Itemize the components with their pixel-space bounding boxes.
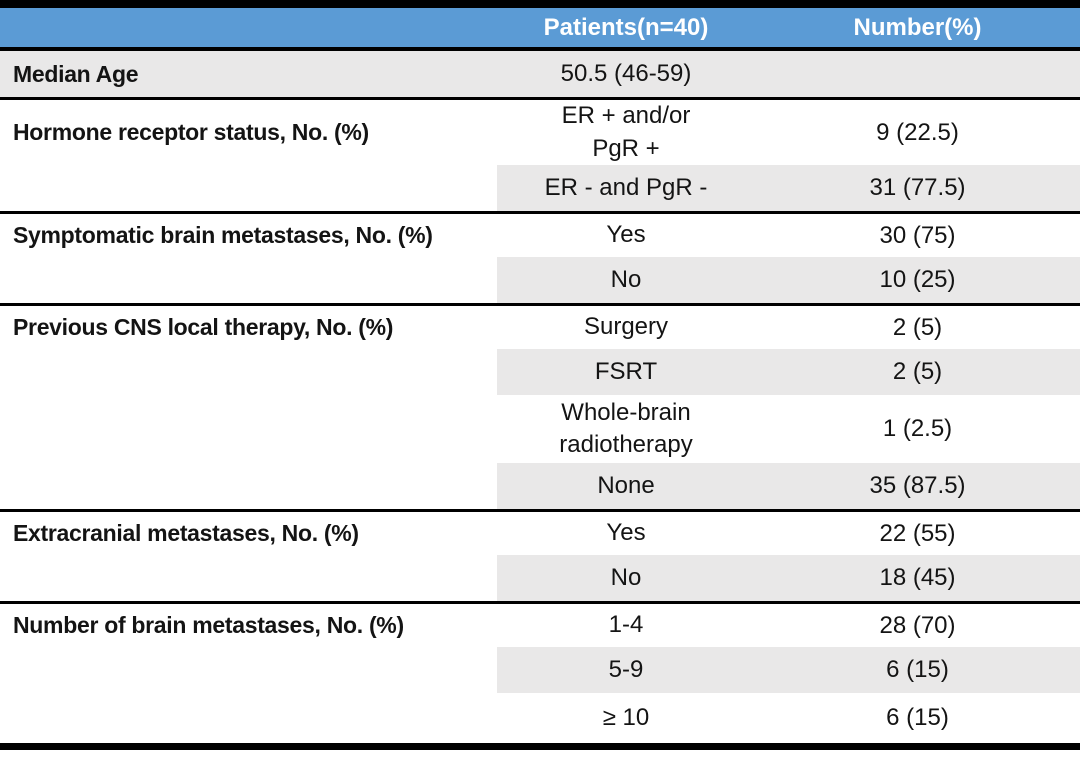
row-cells: No 18 (45): [497, 555, 1080, 601]
row-group-label: Previous CNS local therapy, No. (%): [13, 314, 394, 340]
row-number-percent: 22 (55): [879, 519, 956, 547]
row-cells: Whole-brain radiotherapy 1 (2.5): [497, 395, 1080, 463]
row-group-label: Median Age: [13, 60, 139, 87]
patient-characteristics-table: Patients(n=40) Number(%) Median Age 50.5…: [0, 0, 1080, 750]
row-group-label: Symptomatic brain metastases, No. (%): [13, 222, 433, 248]
row-number-percent: 6 (15): [886, 704, 949, 731]
row-number-percent: 18 (45): [879, 564, 956, 591]
row-number-percent: 28 (70): [879, 611, 956, 639]
table-row: Extracranial metastases, No. (%) Yes 22 …: [0, 509, 1080, 555]
row-category-value: No: [610, 265, 642, 293]
row-category-value: None: [597, 471, 655, 499]
row-group-label: [0, 349, 497, 395]
row-cells: ER + and/or PgR + 9 (22.5): [497, 100, 1080, 165]
row-group-label: Number of brain metastases, No. (%): [13, 612, 404, 638]
table-row: Whole-brain radiotherapy 1 (2.5): [0, 395, 1080, 463]
row-number-percent: 2 (5): [892, 358, 943, 385]
row-cells: No 10 (25): [497, 257, 1080, 303]
row-category-value: ER - and PgR -: [544, 173, 708, 201]
row-number-percent: 30 (75): [879, 221, 956, 249]
table-row: Median Age 50.5 (46-59): [0, 51, 1080, 97]
row-category-value: 1-4: [608, 611, 644, 639]
row-cells: ER - and PgR - 31 (77.5): [497, 165, 1080, 211]
table-row: 5-9 6 (15): [0, 647, 1080, 693]
row-group-label: [0, 647, 497, 693]
row-category-value: ER + and/or PgR +: [561, 102, 691, 162]
row-cells: Yes 22 (55): [497, 512, 1080, 555]
row-cells: None 35 (87.5): [497, 463, 1080, 509]
table-row: No 18 (45): [0, 555, 1080, 601]
row-category-value: Yes: [606, 519, 646, 547]
row-cells: Yes 30 (75): [497, 214, 1080, 257]
table-body: Median Age 50.5 (46-59) Hormone receptor…: [0, 51, 1080, 743]
table-row: FSRT 2 (5): [0, 349, 1080, 395]
row-number-percent: 6 (15): [886, 656, 949, 683]
row-category-value: FSRT: [594, 357, 658, 385]
row-cells: Surgery 2 (5): [497, 306, 1080, 349]
table-row: Previous CNS local therapy, No. (%) Surg…: [0, 303, 1080, 349]
table-row: Hormone receptor status, No. (%) ER + an…: [0, 97, 1080, 165]
row-number-percent: 10 (25): [879, 266, 956, 293]
row-group-label: [0, 395, 497, 463]
row-number-percent: 35 (87.5): [869, 472, 966, 499]
header-cell-number: Number(%): [853, 13, 982, 41]
row-group-label: [0, 165, 497, 211]
row-cells: 1-4 28 (70): [497, 604, 1080, 647]
row-category-value: 5-9: [608, 655, 644, 683]
row-group-label: Hormone receptor status, No. (%): [13, 119, 369, 145]
row-number-percent: 1 (2.5): [882, 415, 953, 442]
row-group-label: [0, 555, 497, 601]
table-row: None 35 (87.5): [0, 463, 1080, 509]
row-category-value: Whole-brain radiotherapy: [559, 398, 693, 458]
table-header-row: Patients(n=40) Number(%): [0, 8, 1080, 51]
row-category-value: Surgery: [583, 313, 669, 341]
row-group-label: [0, 463, 497, 509]
row-group-label: [0, 257, 497, 303]
row-number-percent: [755, 51, 1080, 97]
row-number-percent: 31 (77.5): [869, 174, 966, 201]
row-category-value: 50.5 (46-59): [560, 59, 692, 87]
row-group-label: Extracranial metastases, No. (%): [13, 520, 359, 546]
row-category-value: ≥ 10: [602, 703, 650, 731]
row-cells: FSRT 2 (5): [497, 349, 1080, 395]
header-cell-patients: Patients(n=40): [543, 13, 709, 41]
table-row: Symptomatic brain metastases, No. (%) Ye…: [0, 211, 1080, 257]
row-category-value: No: [610, 563, 642, 591]
row-category-value: Yes: [606, 221, 646, 249]
table-row: ≥ 10 6 (15): [0, 693, 1080, 743]
table-row: Number of brain metastases, No. (%) 1-4 …: [0, 601, 1080, 647]
row-cells: ≥ 10 6 (15): [497, 693, 1080, 743]
row-cells: 5-9 6 (15): [497, 647, 1080, 693]
row-group-label: [0, 693, 497, 743]
row-cells: 50.5 (46-59): [497, 51, 1080, 97]
row-number-percent: 2 (5): [892, 313, 943, 341]
row-number-percent: 9 (22.5): [876, 118, 959, 146]
table-row: ER - and PgR - 31 (77.5): [0, 165, 1080, 211]
table-row: No 10 (25): [0, 257, 1080, 303]
